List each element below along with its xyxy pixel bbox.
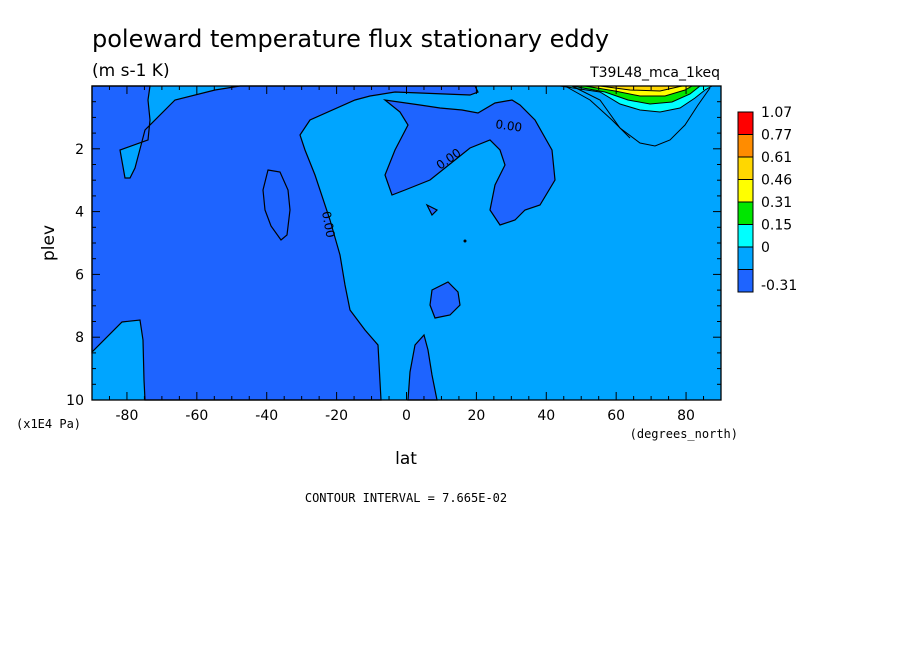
colorbar-swatch [737, 269, 754, 293]
x-tick-label: 0 [402, 408, 411, 424]
contour-dot [463, 239, 467, 243]
x-axis-units: (degrees_north) [630, 427, 738, 441]
colorbar-label: 0.31 [761, 195, 792, 211]
colorbar-swatch [737, 201, 754, 225]
x-tick-label: -40 [255, 408, 278, 424]
y-tick-label: 8 [75, 330, 84, 346]
x-tick-label: -60 [185, 408, 208, 424]
run-label: T39L48_mca_1keq [589, 65, 720, 81]
colorbar-swatch [737, 224, 754, 248]
negative-region-upper [382, 99, 556, 226]
y-tick-label: 6 [75, 267, 84, 283]
chart-units: (m s-1 K) [92, 61, 170, 81]
colorbar-label: 0.61 [761, 150, 792, 166]
colorbar-label: 0.77 [761, 128, 792, 144]
negative-region-island-mid [429, 281, 461, 319]
y-tick-label: 10 [66, 393, 84, 409]
x-axis-label: lat [395, 449, 417, 469]
contour-interval-text: CONTOUR INTERVAL = 7.665E-02 [305, 491, 507, 505]
contour-line-positive [571, 85, 711, 147]
colorbar-swatch [737, 179, 754, 203]
colorbar-swatch [737, 246, 754, 270]
contour-label: 0.00 [319, 210, 337, 239]
x-tick-label: 60 [607, 408, 625, 424]
negative-region-island-left [262, 169, 291, 241]
negative-region-bottom [407, 333, 438, 401]
x-tick-label: 80 [677, 408, 695, 424]
colorbar-label: 0.46 [761, 173, 792, 189]
contour-line-positive-2 [564, 85, 631, 139]
colorbar-label: 0 [761, 240, 770, 256]
chart-title: poleward temperature flux stationary edd… [92, 25, 609, 53]
colorbar-label: 1.07 [761, 105, 792, 121]
negative-region-tiny [425, 203, 439, 217]
x-tick-label: -20 [325, 408, 348, 424]
y-tick-label: 4 [75, 205, 84, 221]
colorbar-swatch [737, 156, 754, 180]
contour-label: 0.00 [495, 117, 523, 135]
colorbar-label: -0.31 [761, 278, 797, 294]
colorbar-swatch [737, 134, 754, 158]
y-axis-units: (x1E4 Pa) [16, 417, 81, 431]
colorbar-swatch [737, 111, 754, 135]
y-tick-label: 2 [75, 142, 84, 158]
x-tick-label: 20 [467, 408, 485, 424]
x-tick-label: 40 [537, 408, 555, 424]
colorbar-label: 0.15 [761, 218, 792, 234]
y-axis-label: plev [39, 225, 59, 261]
x-tick-label: -80 [116, 408, 139, 424]
